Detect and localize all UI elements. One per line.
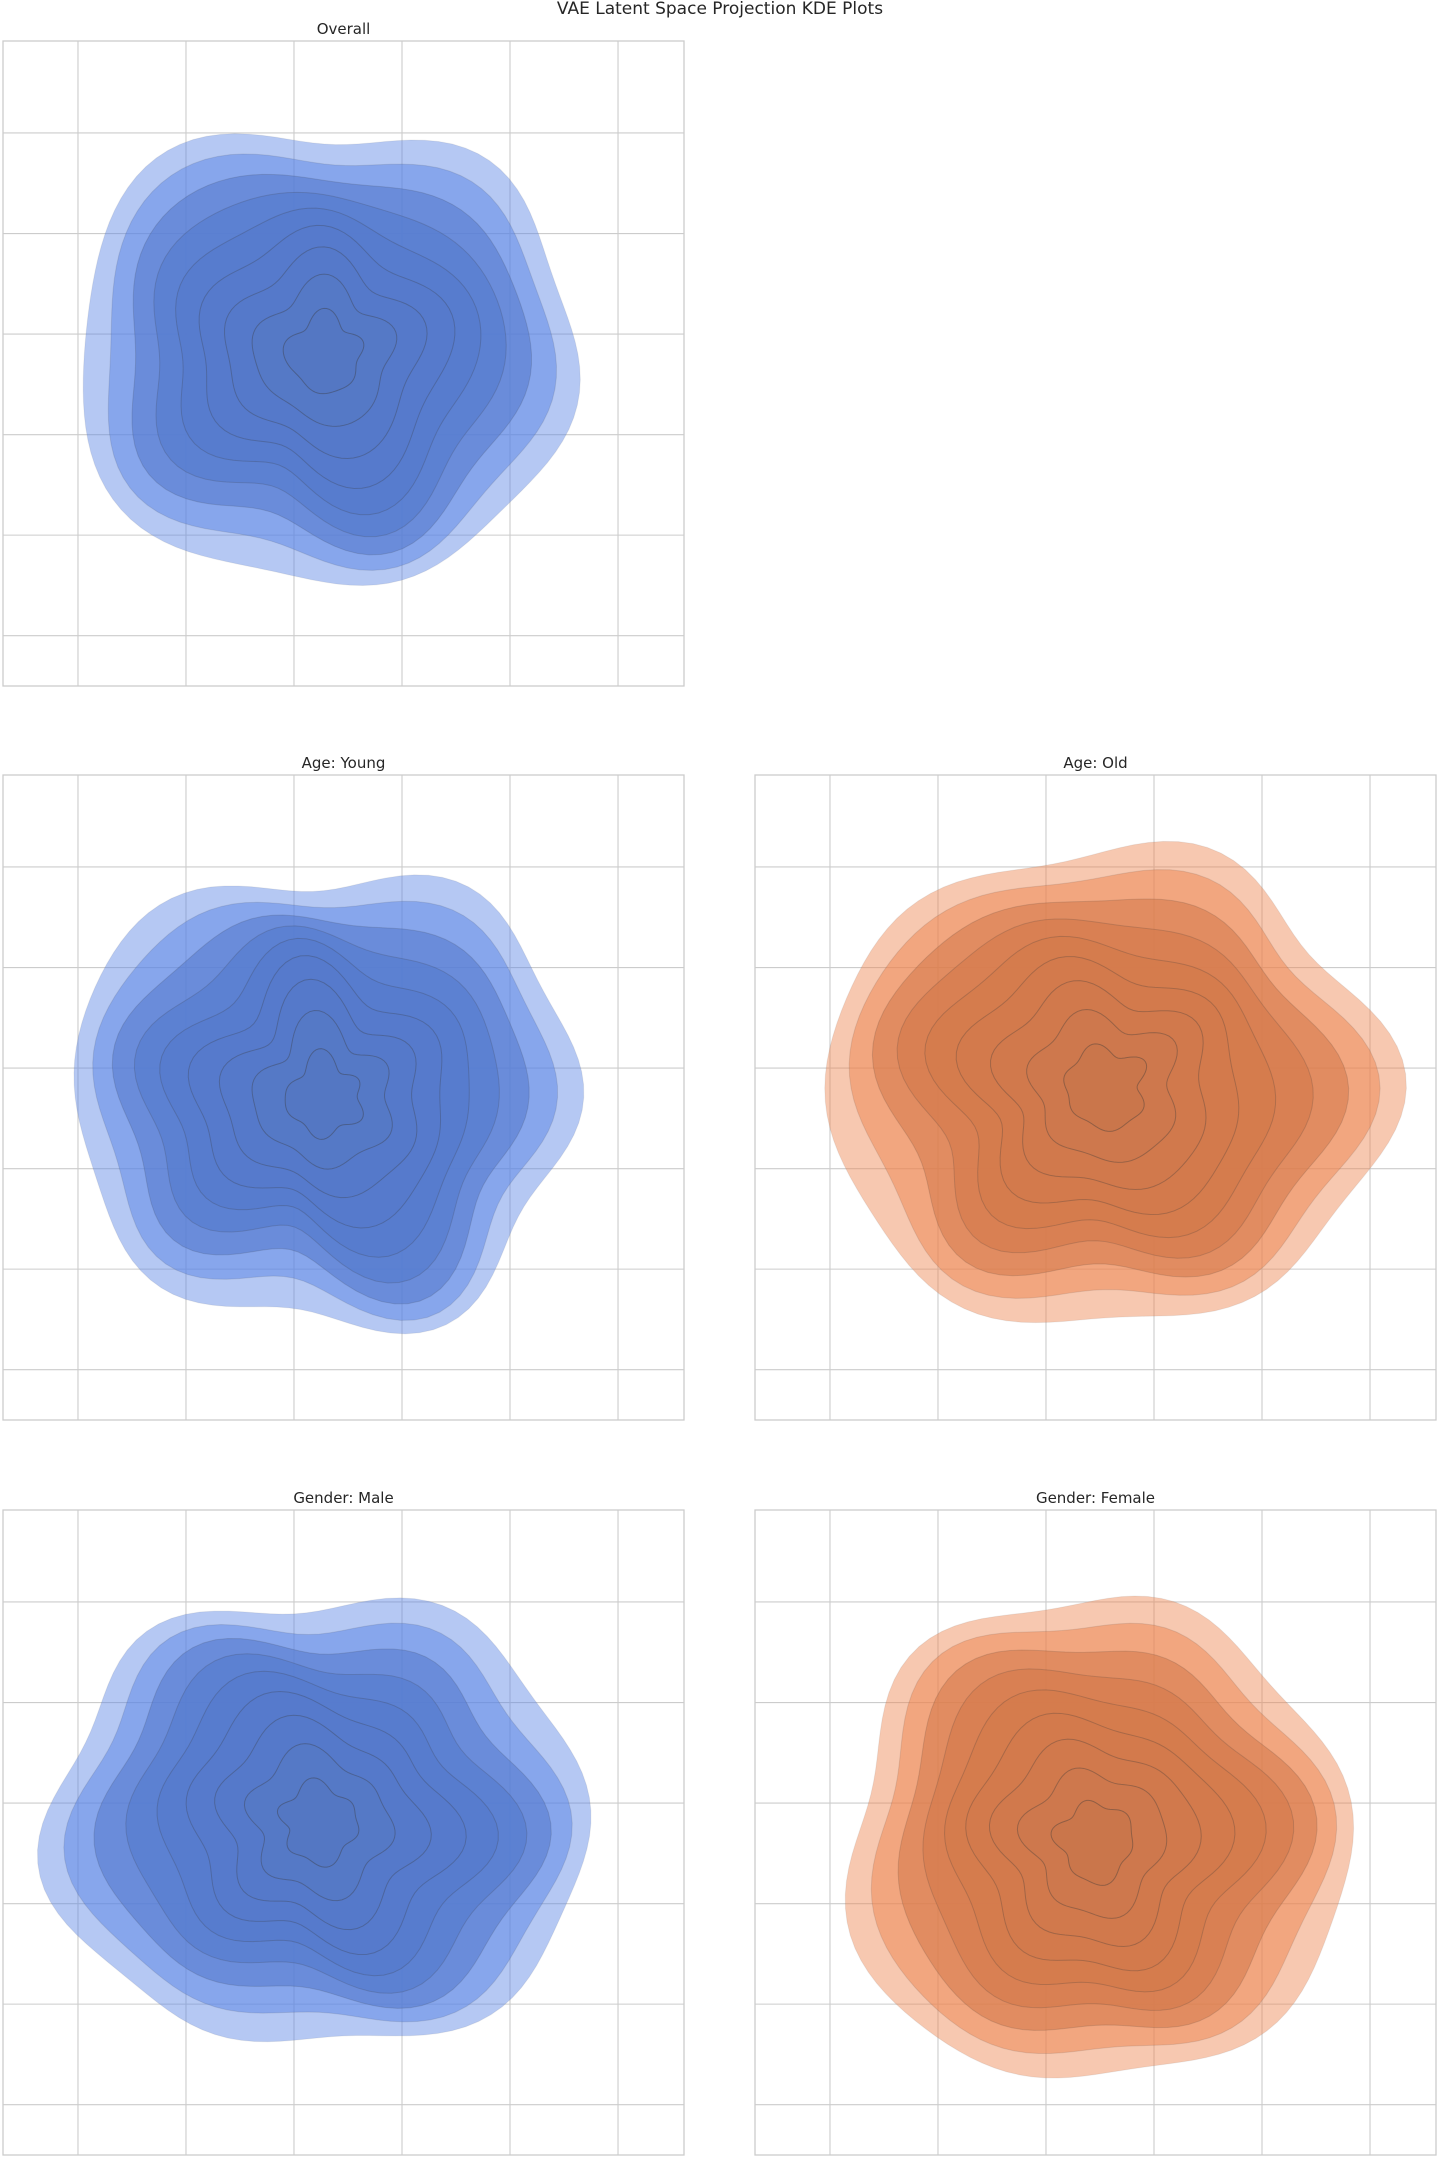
- kde-contours: [844, 1595, 1355, 2079]
- panel-title: Gender: Female: [1036, 1489, 1155, 1507]
- kde-contours: [82, 133, 581, 587]
- kde-level-shade-9: [1063, 1043, 1147, 1132]
- panel-title: Age: Old: [1063, 754, 1127, 772]
- kde-panel-age-old: Age: Old: [754, 754, 1437, 1421]
- panel-title: Gender: Male: [293, 1489, 393, 1507]
- kde-level-shade-9: [285, 1048, 364, 1140]
- kde-level-9: [1050, 1799, 1134, 1886]
- kde-panel-gender-male: Gender: Male: [2, 1489, 685, 2156]
- axes-frame: [754, 1509, 1437, 2156]
- kde-level-shade-9: [1051, 1800, 1133, 1886]
- kde-level-9: [284, 1048, 364, 1140]
- panel-title: Age: Young: [302, 754, 386, 772]
- kde-level-9: [282, 307, 365, 395]
- kde-level-shade-9: [277, 1777, 359, 1868]
- kde-level-9: [276, 1777, 360, 1868]
- kde-level-9: [1063, 1043, 1148, 1132]
- axes-frame: [2, 774, 685, 1421]
- kde-contours: [37, 1597, 592, 2043]
- figure-title: VAE Latent Space Projection KDE Plots: [557, 0, 883, 19]
- kde-panel-age-young: Age: Young: [2, 754, 685, 1421]
- kde-level-shade-9: [283, 308, 364, 394]
- kde-contours: [73, 874, 585, 1335]
- kde-panel-gender-female: Gender: Female: [754, 1489, 1437, 2156]
- panel-title: Overall: [317, 20, 371, 38]
- axes-frame: [754, 774, 1437, 1421]
- kde-panel-overall: Overall: [2, 20, 685, 687]
- axes-frame: [2, 40, 685, 687]
- kde-contours: [824, 840, 1407, 1324]
- axes-frame: [2, 1509, 685, 2156]
